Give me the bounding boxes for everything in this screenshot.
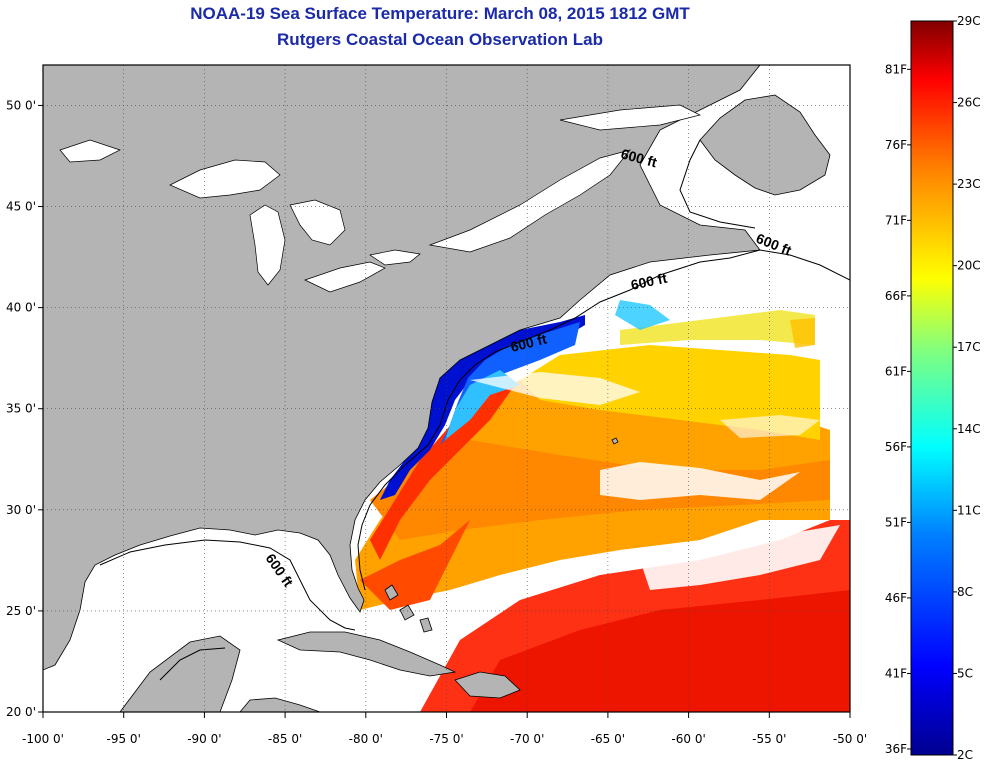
lon-tick-label: -60 0' [671,732,705,746]
colorbar-fahrenheit-label: 76F [885,138,907,152]
colorbar-celsius-label: 23C [957,177,981,191]
colorbar-fahrenheit-label: 56F [885,440,907,454]
colorbar-fahrenheit-label: 41F [885,666,907,680]
lon-tick-label: -80 0' [349,732,383,746]
lon-tick-label: -55 0' [752,732,786,746]
colorbar-fahrenheit-label: 61F [885,364,907,378]
graticule [43,65,850,712]
lon-tick-label: -85 0' [268,732,302,746]
lon-tick-label: -100 0' [22,732,64,746]
colorbar-fahrenheit-labels: 81F 76F 71F 66F 61F 56F 51F 46F 41F 36F [885,62,911,756]
lat-tick-label: 30 0' [6,503,36,517]
sst-data-layer [355,300,850,712]
colorbar-celsius-label: 29C [957,14,981,28]
lon-tick-label: -65 0' [591,732,625,746]
lat-tick-label: 50 0' [6,98,36,112]
colorbar-celsius-labels: 29C 26C 23C 20C 17C 14C 11C 8C 5C 2C [953,14,981,762]
colorbar-celsius-label: 20C [957,259,981,273]
colorbar-fahrenheit-label: 51F [885,515,907,529]
lat-tick-label: 45 0' [6,200,36,214]
lon-tick-label: -95 0' [107,732,141,746]
colorbar-celsius-label: 14C [957,422,981,436]
longitude-labels: -100 0' -95 0' -90 0' -85 0' -80 0' -75 0' -70… [22,712,867,746]
colorbar-fahrenheit-label: 46F [885,591,907,605]
colorbar-celsius-label: 8C [957,585,973,599]
colorbar-celsius-label: 2C [957,748,973,762]
lon-tick-label: -90 0' [187,732,221,746]
lat-tick-label: 35 0' [6,402,36,416]
lat-tick-label: 40 0' [6,301,36,315]
land-layer [43,65,831,712]
colorbar-fahrenheit-label: 71F [885,213,907,227]
colorbar-fahrenheit-label: 66F [885,289,907,303]
colorbar-fahrenheit-label: 36F [885,742,907,756]
colorbar-celsius-label: 26C [957,96,981,110]
contour-label-600ft-3: 600 ft [629,270,668,293]
map-title: NOAA-19 Sea Surface Temperature: March 0… [190,4,690,23]
lat-tick-label: 25 0' [6,604,36,618]
bathymetry-contour [99,139,850,681]
lakes-layer [59,104,702,293]
latitude-labels: 50 0' 45 0' 40 0' 35 0' 30 0' 25 0' 20 0' [6,98,43,719]
colorbar-celsius-label: 5C [957,666,973,680]
lon-tick-label: -75 0' [429,732,463,746]
colorbar-celsius-label: 17C [957,340,981,354]
lon-tick-label: -70 0' [510,732,544,746]
lon-tick-label: -50 0' [833,732,867,746]
colorbar [910,20,954,756]
colorbar-celsius-label: 11C [957,503,981,517]
colorbar-fahrenheit-label: 81F [885,62,907,76]
lat-tick-label: 20 0' [6,705,36,719]
map-subtitle: Rutgers Coastal Ocean Observation Lab [277,30,603,49]
